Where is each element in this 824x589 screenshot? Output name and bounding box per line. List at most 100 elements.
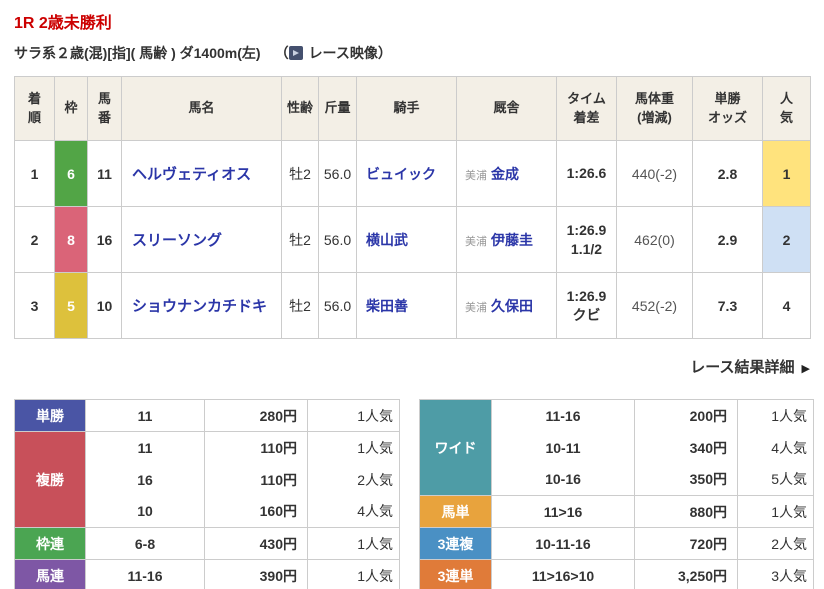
col-header-sex-age: 性齢 [281,76,319,141]
paren-close: ） [377,45,392,61]
result-row-1: 1 6 11 ヘルヴェティオス 牡2 56.0 ビュイック 美浦 金成 1:26.… [14,140,811,207]
horse-name-link[interactable]: ヘルヴェティオス [132,166,252,183]
body-weight: 440(-2) [616,140,693,207]
detail-link-row: レース結果詳細 ▶ [14,356,810,377]
col-header-win-odds: 単勝 オッズ [692,76,763,141]
video-play-icon [288,46,303,60]
exacta-numbers: 11>16 [491,495,635,528]
trainer-link[interactable]: 金成 [491,165,519,182]
bet-type-exacta: 馬単 [419,495,492,528]
finish-position: 3 [14,272,55,339]
col-header-horse-name: 馬名 [121,76,282,141]
bracket-number: 8 [54,206,88,273]
paren-open: （ [274,45,289,61]
right-arrow-icon: ▶ [801,363,810,375]
place-numbers: 10 [85,495,205,528]
payout-section: 単勝 11 280円 1人気 複勝 11 110円 1人気 16 110円 2人… [14,399,814,589]
sex-age: 牡2 [281,140,319,207]
bracket-quinella-numbers: 6-8 [85,527,205,560]
win-payout: 280円 [204,399,308,432]
stable-cell: 美浦 金成 [456,140,557,207]
payout-row-trifecta: 3連単 11>16>10 3,250円 3人気 [419,559,814,589]
win-odds: 2.8 [692,140,763,207]
place-payout: 110円 [204,463,308,496]
payout-row-win: 単勝 11 280円 1人気 [14,399,400,432]
payout-row-place-2: 16 110円 2人気 [15,463,400,496]
bet-type-quinella: 馬連 [14,559,86,589]
popularity: 1 [762,140,811,207]
place-numbers: 16 [85,463,205,496]
sex-age: 牡2 [281,272,319,339]
horse-number: 16 [87,206,122,273]
page-title: 1R 2歳未勝利 [14,15,112,32]
horse-name-link[interactable]: スリーソング [132,232,223,249]
bet-type-trio: 3連複 [419,527,492,560]
bracket-number: 6 [54,140,88,207]
trifecta-payout: 3,250円 [634,559,738,589]
quinella-payout: 390円 [204,559,308,589]
race-result-detail-link[interactable]: レース結果詳細 ▶ [690,359,810,376]
weight-carried: 56.0 [318,140,357,207]
trio-payout: 720円 [634,527,738,560]
bet-type-wide: ワイド [419,399,492,496]
stable-area: 美浦 [465,169,487,182]
wide-numbers: 10-16 [491,463,635,496]
body-weight: 452(-2) [616,272,693,339]
horse-number: 11 [87,140,122,207]
wide-popularity: 4人気 [737,431,814,464]
wide-payout: 350円 [634,463,738,496]
horse-name-cell: ショウナンカチドキ [121,272,282,339]
race-results-table: 着順 枠 馬番 馬名 性齢 斤量 騎手 厩舎 タイム 着差 馬体重 (増減) 単勝オ… [14,76,811,339]
col-header-body-weight: 馬体重 (増減) [616,76,693,141]
col-header-bracket: 枠 [54,76,88,141]
wide-popularity: 1人気 [737,399,814,432]
stable-cell: 美浦 久保田 [456,272,557,339]
col-header-finish: 着順 [14,76,55,141]
trainer-link[interactable]: 久保田 [491,297,533,314]
payout-row-bracket-quinella: 枠連 6-8 430円 1人気 [14,527,400,560]
col-header-horse-number: 馬番 [87,76,122,141]
jockey-link[interactable]: ビュイック [366,165,436,182]
horse-name-link[interactable]: ショウナンカチドキ [132,298,268,315]
place-popularity: 1人気 [307,431,400,464]
time-margin: 1:26.9 1.1/2 [556,206,617,273]
race-video-label: レース映像 [308,45,378,61]
wide-numbers: 11-16 [491,399,635,432]
horse-number: 10 [87,272,122,339]
race-video-link[interactable]: レース映像 [288,43,378,63]
trainer-link[interactable]: 伊藤圭 [491,231,533,248]
jockey-cell: 横山武 [356,206,457,273]
bet-type-trifecta: 3連単 [419,559,492,589]
finish-position: 1 [14,140,55,207]
place-numbers: 11 [85,431,205,464]
col-header-time-margin: タイム 着差 [556,76,617,141]
payout-row-place-1: 複勝 11 110円 1人気 [14,431,400,528]
place-payout: 160円 [204,495,308,528]
wide-numbers: 10-11 [491,431,635,464]
col-header-weight-carried: 斤量 [318,76,357,141]
payout-table-left: 単勝 11 280円 1人気 複勝 11 110円 1人気 16 110円 2人… [14,399,400,589]
popularity: 4 [762,272,811,339]
time-margin: 1:26.6 [556,140,617,207]
bracket-number: 5 [54,272,88,339]
jockey-link[interactable]: 柴田善 [366,297,408,314]
payout-row-wide-2: 10-11 340円 4人気 [420,431,814,464]
stable-area: 美浦 [465,301,487,314]
bracket-quinella-payout: 430円 [204,527,308,560]
payout-row-wide-1: ワイド 11-16 200円 1人気 [419,399,814,496]
bet-type-win: 単勝 [14,399,86,432]
trio-numbers: 10-11-16 [491,527,635,560]
payout-row-trio: 3連複 10-11-16 720円 2人気 [419,527,814,560]
stable-cell: 美浦 伊藤圭 [456,206,557,273]
race-conditions-text: サラ系２歳(混)[指]( 馬齢 ) ダ1400m(左) [14,45,261,61]
quinella-popularity: 1人気 [307,559,400,589]
exacta-payout: 880円 [634,495,738,528]
payout-row-place-3: 10 160円 4人気 [15,495,400,528]
place-payout: 110円 [204,431,308,464]
place-popularity: 2人気 [307,463,400,496]
horse-name-cell: ヘルヴェティオス [121,140,282,207]
payout-row-quinella: 馬連 11-16 390円 1人気 [14,559,400,589]
result-row-2: 2 8 16 スリーソング 牡2 56.0 横山武 美浦 伊藤圭 1:26.9 1.… [14,206,811,273]
jockey-link[interactable]: 横山武 [366,231,408,248]
